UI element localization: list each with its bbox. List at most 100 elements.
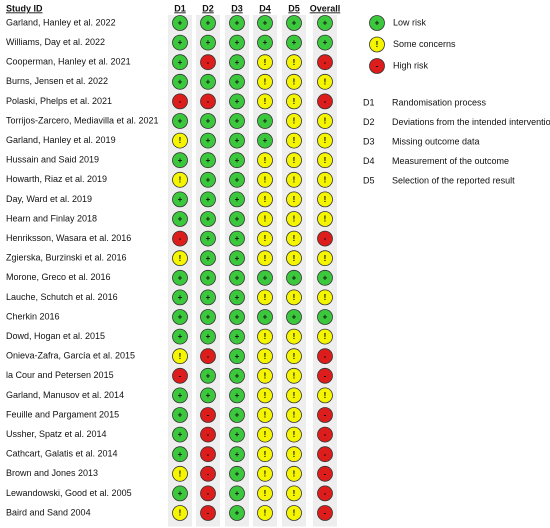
domain-judgment-symbol: + — [235, 195, 240, 204]
domain-judgment — [172, 269, 188, 286]
overall-judgment — [317, 230, 333, 247]
overall-judgment-symbol: - — [324, 97, 327, 106]
domain-judgment — [257, 505, 273, 521]
domain-judgment-symbol: + — [235, 58, 240, 67]
domain-judgment — [286, 407, 302, 423]
domain-judgment-symbol: + — [206, 175, 211, 184]
domain-judgment — [172, 328, 188, 345]
domain-judgment — [200, 230, 216, 247]
domain-judgment — [200, 250, 216, 267]
domain-judgment-symbol: + — [178, 450, 183, 459]
domain-judgment-symbol: ! — [293, 509, 296, 518]
domain-judgment-symbol: ! — [264, 215, 267, 224]
domain-judgment-symbol: + — [235, 136, 240, 145]
domain-judgment-symbol: + — [235, 371, 240, 380]
domain-judgment-symbol: + — [206, 156, 211, 165]
domain-judgment-symbol: + — [235, 313, 240, 322]
overall-judgment-symbol: ! — [324, 77, 327, 86]
overall-judgment — [317, 348, 333, 365]
study-name: Garland, Hanley et al. 2022 — [6, 17, 116, 27]
domain-judgment — [229, 113, 245, 129]
domain-judgment — [229, 34, 245, 51]
overall-judgment-symbol: ! — [324, 215, 327, 224]
domain-judgment — [229, 465, 245, 482]
study-name: Williams, Day et al. 2022 — [6, 37, 105, 47]
domain-judgment-symbol: - — [207, 469, 210, 478]
overall-judgment — [317, 309, 333, 325]
domain-judgment-symbol: - — [179, 97, 182, 106]
domain-judgment-symbol: + — [235, 293, 240, 302]
domain-judgment-symbol: + — [206, 38, 211, 47]
overall-judgment — [317, 73, 333, 90]
domain-judgment — [286, 387, 302, 404]
legend-label: Low risk — [393, 17, 427, 27]
domain-judgment — [286, 211, 302, 227]
domain-judgment — [229, 93, 245, 110]
domain-judgment-symbol: ! — [264, 175, 267, 184]
domain-judgment-symbol: ! — [264, 450, 267, 459]
overall-judgment-symbol: + — [323, 273, 328, 282]
domain-code: D5 — [363, 175, 375, 185]
domain-judgment — [229, 191, 245, 208]
domain-header: D2 — [202, 3, 214, 13]
overall-judgment-symbol: - — [324, 371, 327, 380]
domain-judgment-symbol: + — [263, 38, 268, 47]
domain-judgment-symbol: + — [178, 117, 183, 126]
study-name: Burns, Jensen et al. 2022 — [6, 76, 108, 86]
domain-judgment — [172, 446, 188, 463]
domain-judgment-symbol: ! — [264, 371, 267, 380]
domain-judgment-symbol: ! — [264, 430, 267, 439]
domain-judgment — [172, 191, 188, 208]
domain-judgment-symbol: ! — [264, 58, 267, 67]
domain-header: D1 — [174, 3, 186, 13]
study-name: Henriksson, Wasara et al. 2016 — [6, 233, 131, 243]
domain-judgment-symbol: + — [178, 58, 183, 67]
domain-judgment — [200, 387, 216, 404]
domain-judgment — [172, 54, 188, 71]
domain-judgment — [172, 407, 188, 423]
domain-judgment-symbol: + — [178, 215, 183, 224]
domain-judgment-symbol: ! — [293, 293, 296, 302]
domain-judgment-symbol: - — [207, 430, 210, 439]
domain-judgment-symbol: + — [178, 391, 183, 400]
domain-judgment-symbol: + — [235, 489, 240, 498]
domain-judgment — [257, 348, 273, 365]
domain-label: Measurement of the outcome — [392, 156, 509, 166]
domain-judgment-symbol: + — [178, 293, 183, 302]
domain-judgment — [229, 309, 245, 325]
domain-judgment — [257, 426, 273, 443]
domain-judgment-symbol: ! — [264, 469, 267, 478]
overall-judgment-symbol: ! — [324, 391, 327, 400]
domain-judgment-symbol: ! — [293, 489, 296, 498]
domain-judgment — [257, 191, 273, 208]
overall-judgment-symbol: - — [324, 450, 327, 459]
domain-judgment — [286, 269, 302, 286]
domain-judgment-symbol: - — [207, 450, 210, 459]
domain-judgment-symbol: ! — [264, 489, 267, 498]
study-name: Brown and Jones 2013 — [6, 468, 98, 478]
domain-label: Deviations from the intended interventio… — [392, 117, 550, 127]
domain-judgment — [229, 269, 245, 286]
domain-judgment — [286, 191, 302, 208]
domain-judgment — [200, 34, 216, 51]
legend-label: High risk — [393, 60, 429, 70]
legend-marker — [369, 58, 385, 74]
overall-judgment-symbol: - — [324, 58, 327, 67]
domain-judgment-symbol: ! — [264, 293, 267, 302]
domain-judgment — [286, 93, 302, 110]
domain-judgment-symbol: + — [235, 430, 240, 439]
overall-judgment-symbol: - — [324, 489, 327, 498]
domain-judgment-symbol: + — [235, 97, 240, 106]
domain-judgment — [172, 465, 188, 482]
domain-label: Selection of the reported result — [392, 175, 515, 185]
domain-judgment — [286, 367, 302, 384]
domain-judgment — [172, 289, 188, 306]
legend-marker — [369, 36, 385, 53]
domain-judgment — [172, 15, 188, 31]
domain-judgment — [286, 465, 302, 482]
domain-judgment-symbol: ! — [179, 352, 182, 361]
domain-judgment — [229, 132, 245, 149]
domain-judgment-symbol: + — [263, 117, 268, 126]
domain-judgment — [286, 328, 302, 345]
